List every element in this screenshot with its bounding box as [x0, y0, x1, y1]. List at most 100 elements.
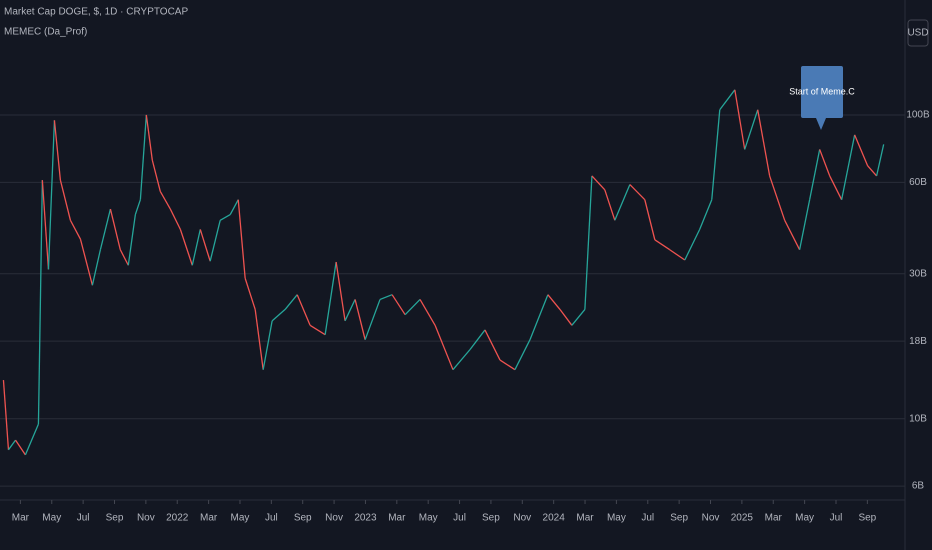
- price-segment: [867, 165, 878, 177]
- price-segment: [139, 114, 147, 200]
- x-tick-label: Jul: [265, 513, 278, 524]
- x-tick-label: May: [795, 513, 814, 524]
- price-segment: [151, 159, 161, 192]
- x-tick-label: Sep: [294, 513, 312, 524]
- annotation-callout: Start of Meme.C: [789, 66, 855, 130]
- price-segment: [354, 299, 366, 340]
- chart-title: Market Cap DOGE, $, 1D · CRYPTOCAP: [4, 7, 188, 18]
- price-segment: [629, 184, 646, 201]
- price-segment: [547, 294, 561, 310]
- price-segment: [391, 294, 406, 316]
- price-segment: [324, 261, 337, 335]
- x-tick-label: Mar: [12, 513, 30, 524]
- price-segment: [699, 199, 713, 230]
- price-segment: [529, 294, 549, 340]
- currency-box[interactable]: [907, 19, 929, 47]
- price-segment: [434, 325, 454, 370]
- x-tick-label: Jul: [453, 513, 466, 524]
- price-segment: [604, 189, 616, 221]
- x-tick-label: Sep: [858, 513, 876, 524]
- price-segment: [271, 308, 286, 322]
- price-segment: [484, 329, 501, 361]
- x-tick-label: Sep: [482, 513, 500, 524]
- price-segment: [199, 229, 211, 262]
- price-segment: [719, 89, 736, 111]
- price-segment: [499, 359, 516, 371]
- x-tick-label: 2025: [731, 513, 754, 524]
- price-segment: [69, 219, 82, 240]
- x-tick-label: Mar: [576, 513, 594, 524]
- price-segment: [37, 180, 43, 425]
- x-tick-label: May: [42, 513, 61, 524]
- price-segment: [284, 294, 298, 310]
- price-segment: [219, 213, 231, 221]
- price-segment: [145, 114, 153, 161]
- price-segment: [59, 179, 72, 221]
- price-segment: [169, 208, 181, 230]
- price-segment: [711, 109, 721, 200]
- price-segment: [2, 380, 10, 450]
- x-tick-label: May: [607, 513, 626, 524]
- price-segment: [262, 320, 273, 370]
- price-segment: [47, 120, 56, 270]
- price-segment: [159, 191, 171, 210]
- x-tick-label: May: [231, 513, 250, 524]
- price-segment: [24, 423, 40, 456]
- price-segment: [53, 120, 62, 181]
- price-segment: [99, 208, 112, 250]
- price-segment: [452, 349, 471, 371]
- price-segment: [684, 229, 701, 261]
- x-tick-label: Nov: [702, 513, 720, 524]
- price-segment: [119, 249, 129, 266]
- price-segment: [875, 144, 885, 177]
- x-tick-label: Nov: [325, 513, 343, 524]
- y-tick-label: 18B: [909, 336, 927, 347]
- callout-box: [801, 66, 843, 118]
- price-segment: [514, 339, 531, 370]
- price-segment: [244, 278, 256, 310]
- callout-pointer: [816, 118, 826, 130]
- price-segment: [819, 149, 831, 177]
- price-segment: [654, 239, 671, 251]
- price-segment: [379, 294, 393, 301]
- indicator-name: MEMEC (Da_Prof): [4, 27, 87, 38]
- price-segment: [134, 199, 141, 215]
- price-segment: [14, 439, 26, 456]
- annotation: Start of Meme.C: [789, 86, 855, 96]
- price-segment: [854, 134, 869, 167]
- price-segment: [364, 299, 381, 340]
- price-segment: [809, 149, 821, 200]
- x-tick-label: May: [419, 513, 438, 524]
- price-segment: [840, 134, 856, 200]
- price-segment: [254, 309, 264, 370]
- price-segment: [798, 199, 811, 250]
- price-segment: [109, 208, 121, 250]
- y-tick-label: 6B: [912, 481, 925, 492]
- x-tick-label: Sep: [106, 513, 124, 524]
- currency-label[interactable]: USD: [907, 28, 928, 39]
- price-segment: [644, 199, 656, 241]
- price-segment: [404, 298, 421, 316]
- x-tick-label: Jul: [77, 513, 90, 524]
- plot-area: [0, 89, 905, 487]
- y-tick-label: 10B: [909, 413, 927, 424]
- price-segment: [784, 219, 801, 251]
- price-segment: [571, 308, 586, 326]
- y-tick-label: 30B: [909, 268, 927, 279]
- y-tick-label: 60B: [909, 177, 927, 188]
- price-segment: [41, 180, 50, 270]
- price-segment: [744, 109, 759, 150]
- price-segment: [757, 109, 771, 177]
- x-tick-label: Nov: [137, 513, 155, 524]
- price-segment: [179, 229, 193, 266]
- price-segment: [669, 249, 686, 261]
- x-tick-label: Mar: [200, 513, 218, 524]
- price-segment: [469, 329, 486, 350]
- x-tick-label: Jul: [830, 513, 843, 524]
- y-tick-label: 100B: [906, 110, 930, 121]
- price-segment: [229, 199, 239, 215]
- x-tick-label: Nov: [513, 513, 531, 524]
- price-segment: [614, 184, 631, 221]
